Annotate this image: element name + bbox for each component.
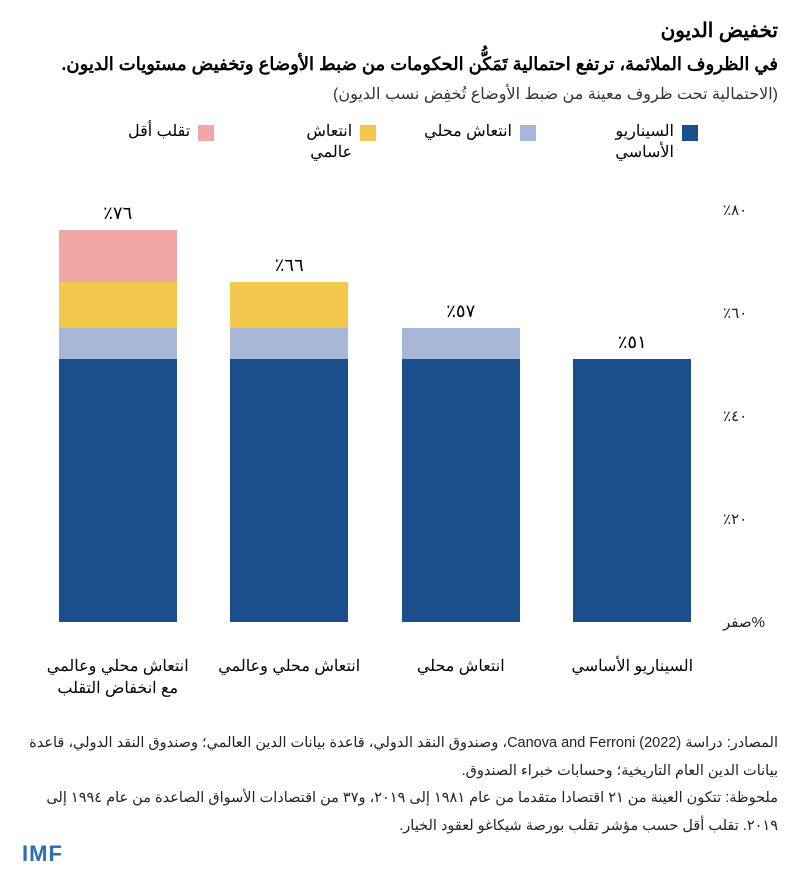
legend-item: انتعاش عالمي	[262, 122, 376, 164]
bar-segment	[402, 359, 520, 622]
bar-segment	[59, 230, 177, 282]
bar-total-label: ٪٥١	[618, 332, 647, 353]
legend-swatch	[198, 125, 214, 141]
bars-row: ٪٥١ ٪٥٧ ٪٦٦ ٪٧٦	[32, 210, 718, 622]
x-label: انتعاش محلي وعالمي مع انخفاض التقلب	[42, 656, 193, 701]
bar-column: ٪٥١	[557, 210, 708, 622]
y-tick: ٪٤٠	[723, 407, 773, 425]
legend-swatch	[360, 125, 376, 141]
y-tick: ٪٨٠	[723, 201, 773, 219]
chart-area: ٪٥١ ٪٥٧ ٪٦٦ ٪٧٦ صفر% ٪٢٠ ٪٤٠ ٪٦٠ ٪٨٠	[22, 190, 778, 650]
x-label: انتعاش محلي	[385, 656, 536, 701]
footnote-text: تتكون العينة من ٢١ اقتصادا متقدما من عام…	[46, 790, 778, 834]
chart-title: تخفيض الديون	[22, 18, 778, 43]
bar-segment	[59, 359, 177, 622]
imf-logo: IMF	[22, 841, 63, 867]
bar-segment	[230, 328, 348, 359]
legend-item: السيناريو الأساسي	[584, 122, 698, 164]
sources-text: دراسة (2022) Canova and Ferroni، وصندوق …	[29, 735, 778, 779]
sources-label: المصادر:	[727, 735, 778, 751]
bar-segment	[402, 328, 520, 359]
legend: السيناريو الأساسي انتعاش محلي انتعاش عالمي…	[22, 122, 778, 164]
x-label: انتعاش محلي وعالمي	[214, 656, 365, 701]
bar-total-label: ٪٧٦	[103, 203, 132, 224]
legend-label: انتعاش عالمي	[262, 122, 352, 164]
bar-column: ٪٧٦	[42, 210, 193, 622]
bar-column: ٪٦٦	[214, 210, 365, 622]
bar-total-label: ٪٥٧	[446, 301, 475, 322]
footnote-label: ملحوظة:	[725, 790, 778, 806]
x-label: السيناريو الأساسي	[557, 656, 708, 701]
legend-item: انتعاش محلي	[424, 122, 536, 143]
y-tick: ٪٢٠	[723, 510, 773, 528]
bar-segment	[573, 359, 691, 622]
chart-note: (الاحتمالية تحت ظروف معينة من ضبط الأوضا…	[22, 84, 778, 104]
bar-segment	[230, 359, 348, 622]
bar-total-label: ٪٦٦	[275, 255, 304, 276]
bar-stack	[573, 359, 691, 622]
legend-label: تقلب أقل	[128, 122, 190, 143]
x-axis-labels: السيناريو الأساسي انتعاش محلي انتعاش محلي …	[22, 656, 778, 701]
sources-block: المصادر: دراسة (2022) Canova and Ferroni…	[22, 730, 778, 840]
bar-stack	[230, 282, 348, 622]
bar-stack	[402, 328, 520, 622]
legend-item: تقلب أقل	[128, 122, 214, 143]
legend-swatch	[682, 125, 698, 141]
bar-segment	[59, 282, 177, 328]
bar-stack	[59, 230, 177, 621]
legend-label: السيناريو الأساسي	[584, 122, 674, 164]
chart-subtitle: في الظروف الملائمة، ترتفع احتمالية تَمَك…	[22, 51, 778, 78]
y-tick: صفر%	[723, 613, 773, 631]
legend-label: انتعاش محلي	[424, 122, 512, 143]
legend-swatch	[520, 125, 536, 141]
bar-column: ٪٥٧	[385, 210, 536, 622]
plot-area: ٪٥١٪٥٧٪٦٦٪٧٦ صفر%٪٢٠٪٤٠٪٦٠٪٨٠	[32, 210, 718, 622]
bar-segment	[230, 282, 348, 328]
y-tick: ٪٦٠	[723, 304, 773, 322]
bar-segment	[59, 328, 177, 359]
